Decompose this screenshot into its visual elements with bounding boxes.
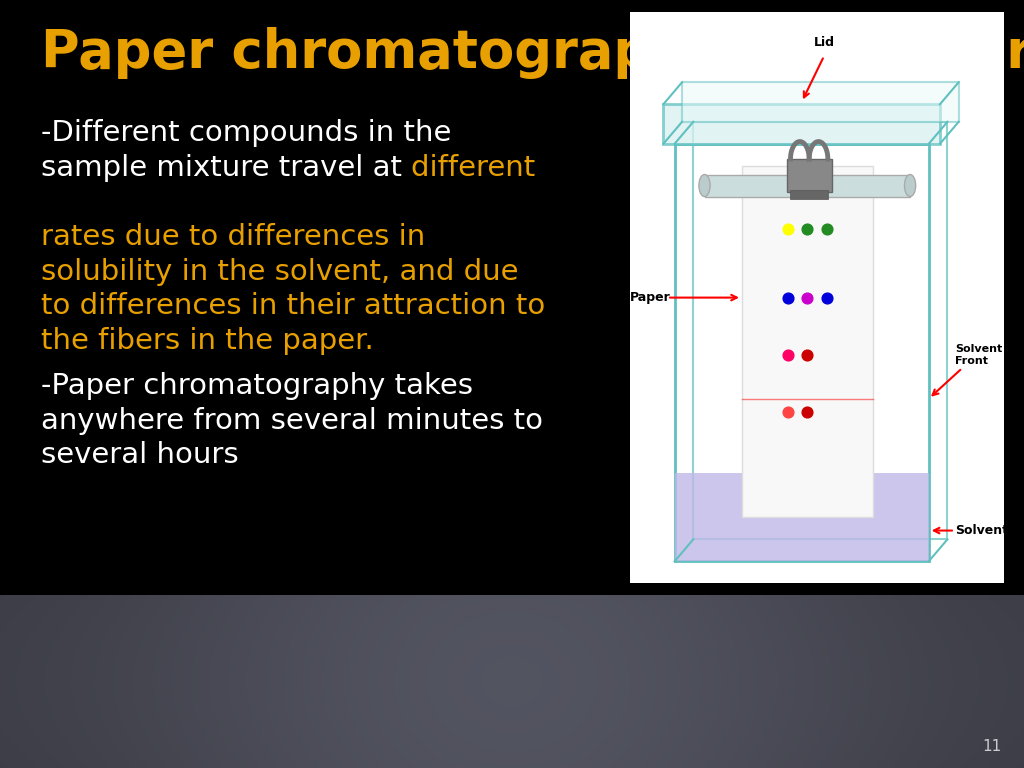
Bar xyxy=(693,122,947,539)
Ellipse shape xyxy=(699,174,710,197)
Text: Lid: Lid xyxy=(814,36,835,49)
Point xyxy=(779,349,796,361)
Text: -Paper chromatography takes
anywhere from several minutes to
several hours: -Paper chromatography takes anywhere fro… xyxy=(41,372,543,469)
Bar xyxy=(705,174,910,197)
Point xyxy=(819,223,836,235)
Bar xyxy=(675,473,929,561)
Point xyxy=(799,406,815,418)
Point xyxy=(779,291,796,303)
Text: rates due to differences in
solubility in the solvent, and due
to differences in: rates due to differences in solubility i… xyxy=(41,223,545,355)
Point xyxy=(779,406,796,418)
Bar xyxy=(682,82,958,122)
Bar xyxy=(786,159,831,192)
Point xyxy=(779,223,796,235)
Text: -Different compounds in the
sample mixture travel at: -Different compounds in the sample mixtu… xyxy=(41,119,452,182)
Point xyxy=(799,291,815,303)
Bar xyxy=(741,166,872,518)
Bar xyxy=(664,104,940,144)
Text: Paper: Paper xyxy=(630,291,671,304)
Bar xyxy=(791,190,827,199)
Ellipse shape xyxy=(904,174,915,197)
Text: 11: 11 xyxy=(982,739,1001,754)
Text: Paper chromatography- Procedure: Paper chromatography- Procedure xyxy=(41,27,1024,79)
Text: Solvent: Solvent xyxy=(955,524,1008,537)
Point xyxy=(799,223,815,235)
Point xyxy=(799,349,815,361)
Text: Solvent
Front: Solvent Front xyxy=(955,344,1002,366)
Text: different: different xyxy=(41,119,536,182)
Bar xyxy=(675,144,929,561)
Point xyxy=(819,291,836,303)
